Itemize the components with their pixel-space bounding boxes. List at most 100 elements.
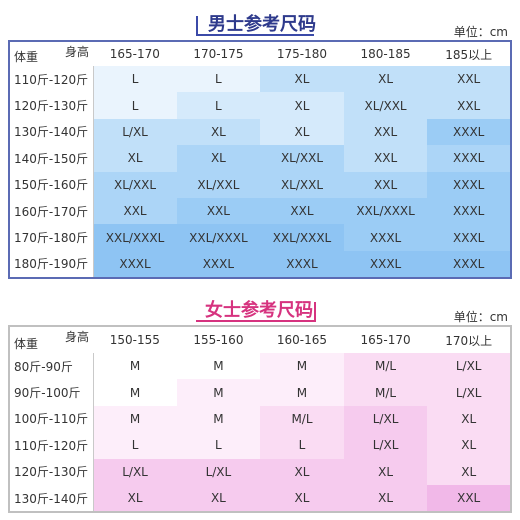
women-size-cell: M <box>176 379 261 406</box>
men-unit-label: 单位：cm <box>453 25 508 39</box>
men-size-cell: XXXL <box>343 224 428 251</box>
women-height-header: 150-155 <box>93 326 177 353</box>
men-size-cell: XXXL <box>260 250 344 279</box>
women-size-cell: XL <box>427 432 511 459</box>
men-height-header: 175-180 <box>260 41 344 66</box>
men-title-bracket <box>196 16 198 36</box>
men-height-axis-label: 身高 <box>64 45 89 59</box>
men-weight-label: 150斤-160斤 <box>9 171 94 198</box>
women-height-header: 165-170 <box>343 326 428 353</box>
women-unit-label: 单位：cm <box>453 310 508 324</box>
men-table-row: 120斤-130斤 L L XL XL/XXL XXL <box>9 92 511 119</box>
women-size-cell: XL <box>343 484 428 513</box>
men-size-cell: XL <box>260 66 344 93</box>
men-size-cell: XXXL <box>427 118 511 146</box>
men-weight-label: 180斤-190斤 <box>9 250 94 279</box>
women-weight-axis-label: 体重 <box>14 337 39 351</box>
men-size-cell: L <box>93 66 177 93</box>
men-size-cell: L/XL <box>93 118 177 146</box>
women-table-row: 130斤-140斤 XL XL XL XL XXL <box>9 484 511 513</box>
women-weight-label: 80斤-90斤 <box>9 353 94 380</box>
women-size-cell: M/L <box>260 405 344 433</box>
women-height-header: 170以上 <box>427 326 511 353</box>
men-table-row: 110斤-120斤 L L XL XL XXL <box>9 66 511 93</box>
men-size-cell: XXL <box>343 118 428 146</box>
men-size-cell: XL <box>260 92 344 119</box>
men-size-cell: XXL <box>343 171 428 198</box>
men-size-cell: XXXL <box>93 250 177 279</box>
men-size-cell: XXL <box>93 197 177 225</box>
women-size-cell: XL <box>427 458 511 485</box>
women-size-cell: L <box>260 432 344 459</box>
men-weight-label: 110斤-120斤 <box>9 66 94 93</box>
men-size-cell: XXL/XXXL <box>93 224 177 251</box>
women-height-header: 155-160 <box>176 326 261 353</box>
women-weight-label: 110斤-120斤 <box>9 432 94 459</box>
women-size-cell: M/L <box>343 353 428 380</box>
women-size-table: 身高 体重 150-155 155-160 160-165 165-170 17… <box>8 325 512 514</box>
men-weight-label: 160斤-170斤 <box>9 197 94 225</box>
men-weight-label: 130斤-140斤 <box>9 118 94 146</box>
women-weight-label: 120斤-130斤 <box>9 458 94 485</box>
men-corner-cell: 身高 体重 <box>9 41 93 66</box>
women-table-row: 80斤-90斤 M M M M/L L/XL <box>9 353 511 380</box>
men-table-row: 150斤-160斤 XL/XXL XL/XXL XL/XXL XXL XXXL <box>9 171 511 198</box>
men-size-cell: XL/XXL <box>343 92 428 119</box>
men-size-cell: XXXL <box>427 224 511 251</box>
men-size-cell: XL/XXL <box>260 145 344 172</box>
women-size-cell: M <box>93 353 177 380</box>
women-size-cell: M <box>176 405 261 433</box>
women-table-row: 90斤-100斤 M M M M/L L/XL <box>9 379 511 406</box>
women-size-title: 女士参考尺码 <box>205 300 313 321</box>
men-size-cell: XXXL <box>343 250 428 279</box>
women-size-cell: L/XL <box>427 379 511 406</box>
men-weight-axis-label: 体重 <box>14 50 39 64</box>
men-size-cell: XXL/XXXL <box>343 197 428 225</box>
men-weight-label: 120斤-130斤 <box>9 92 94 119</box>
men-size-cell: XXXL <box>427 197 511 225</box>
women-size-cell: L/XL <box>176 458 261 485</box>
men-size-cell: XL <box>176 145 261 172</box>
women-size-cell: L <box>176 432 261 459</box>
men-size-cell: XL <box>343 66 428 93</box>
women-title-bracket <box>314 302 316 322</box>
men-height-header: 170-175 <box>176 41 261 66</box>
women-size-cell: XL <box>93 484 177 513</box>
women-size-cell: L/XL <box>93 458 177 485</box>
women-height-header: 160-165 <box>260 326 344 353</box>
women-table-row: 120斤-130斤 L/XL L/XL XL XL XL <box>9 458 511 485</box>
men-size-cell: XXL/XXXL <box>176 224 261 251</box>
men-table-row: 170斤-180斤 XXL/XXXL XXL/XXXL XXL/XXXL XXX… <box>9 224 511 251</box>
men-table-row: 130斤-140斤 L/XL XL XL XXL XXXL <box>9 118 511 146</box>
men-size-cell: XXXL <box>427 250 511 279</box>
men-weight-label: 170斤-180斤 <box>9 224 94 251</box>
women-size-cell: XL <box>427 405 511 433</box>
women-weight-label: 90斤-100斤 <box>9 379 94 406</box>
men-size-cell: XXL <box>176 197 261 225</box>
men-size-cell: XXL <box>427 92 511 119</box>
women-weight-label: 100斤-110斤 <box>9 405 94 433</box>
men-size-cell: XL/XXL <box>260 171 344 198</box>
women-size-cell: XL <box>260 458 344 485</box>
women-corner-cell: 身高 体重 <box>9 326 93 353</box>
men-title-underline <box>196 34 314 36</box>
men-size-cell: L <box>176 66 261 93</box>
women-header-row: 身高 体重 150-155 155-160 160-165 165-170 17… <box>9 326 511 353</box>
women-size-cell: L <box>93 432 177 459</box>
women-size-cell: M <box>93 405 177 433</box>
women-weight-label: 130斤-140斤 <box>9 484 94 513</box>
men-table-row: 140斤-150斤 XL XL XL/XXL XXL XXXL <box>9 145 511 172</box>
women-height-axis-label: 身高 <box>64 330 89 344</box>
men-size-cell: XL <box>260 118 344 146</box>
men-size-cell: XL <box>176 118 261 146</box>
men-size-cell: XL/XXL <box>93 171 177 198</box>
men-height-header: 185以上 <box>427 41 511 66</box>
men-size-cell: XXL <box>427 66 511 93</box>
men-size-cell: XXL <box>343 145 428 172</box>
men-size-cell: XL <box>93 145 177 172</box>
men-size-title: 男士参考尺码 <box>208 14 316 35</box>
men-size-cell: XL/XXL <box>176 171 261 198</box>
men-table-row: 180斤-190斤 XXXL XXXL XXXL XXXL XXXL <box>9 250 511 279</box>
women-size-cell: M <box>260 379 344 406</box>
men-size-table: 身高 体重 165-170 170-175 175-180 180-185 18… <box>8 40 512 280</box>
